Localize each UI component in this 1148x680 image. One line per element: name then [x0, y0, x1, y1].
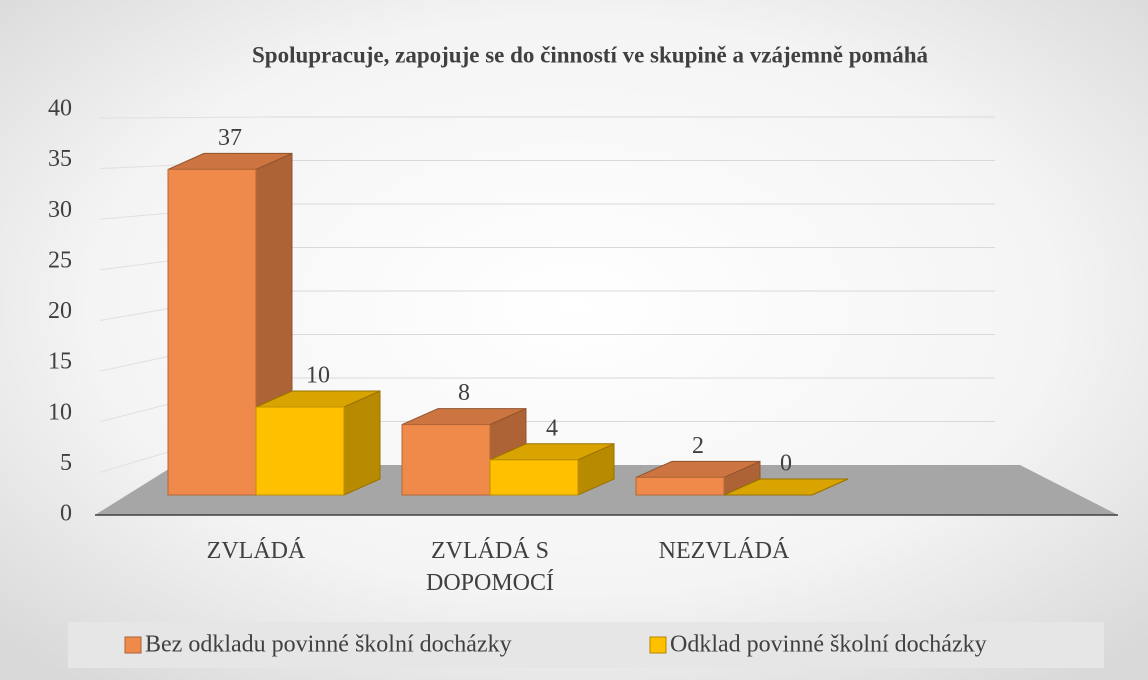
bar-top: [723, 478, 849, 496]
value-label: 2: [692, 433, 704, 459]
x-tick-label: NEZVLÁDÁ: [659, 538, 790, 564]
bar: [723, 478, 849, 496]
legend-label: Odklad povinné školní docházky: [670, 632, 987, 658]
value-label: 8: [458, 380, 470, 406]
x-tick-label: ZVLÁDÁ S DOPOMOCÍ: [426, 538, 554, 596]
value-label: 10: [306, 363, 330, 389]
y-tick-label: 15: [48, 349, 72, 375]
legend-swatch: [649, 636, 667, 654]
bar-front: [167, 168, 257, 496]
bar-side: [343, 390, 381, 496]
y-tick-label: 0: [60, 501, 72, 527]
legend-swatch: [124, 636, 142, 654]
legend-label: Bez odkladu povinné školní docházky: [145, 632, 512, 658]
value-label: 4: [546, 415, 558, 441]
x-tick-label: ZVLÁDÁ: [207, 538, 306, 564]
grid-line: [99, 116, 271, 119]
chart-title: Spolupracuje, zapojuje se do činností ve…: [252, 42, 928, 67]
y-tick-label: 35: [48, 146, 72, 172]
bar: [635, 460, 761, 496]
bar: [489, 443, 615, 496]
bar-front: [401, 424, 491, 496]
y-tick-label: 40: [48, 96, 72, 122]
y-tick-label: 30: [48, 197, 72, 223]
bar-front: [489, 459, 579, 496]
bar: [255, 390, 381, 496]
bar-front: [255, 406, 345, 496]
bar-front: [635, 476, 725, 496]
value-label: 0: [780, 451, 792, 477]
y-tick-label: 20: [48, 298, 72, 324]
y-tick-label: 10: [48, 399, 72, 425]
y-tick-label: 5: [60, 450, 72, 476]
y-tick-label: 25: [48, 247, 72, 273]
legend-box: [68, 622, 1104, 668]
value-label: 37: [218, 125, 242, 151]
